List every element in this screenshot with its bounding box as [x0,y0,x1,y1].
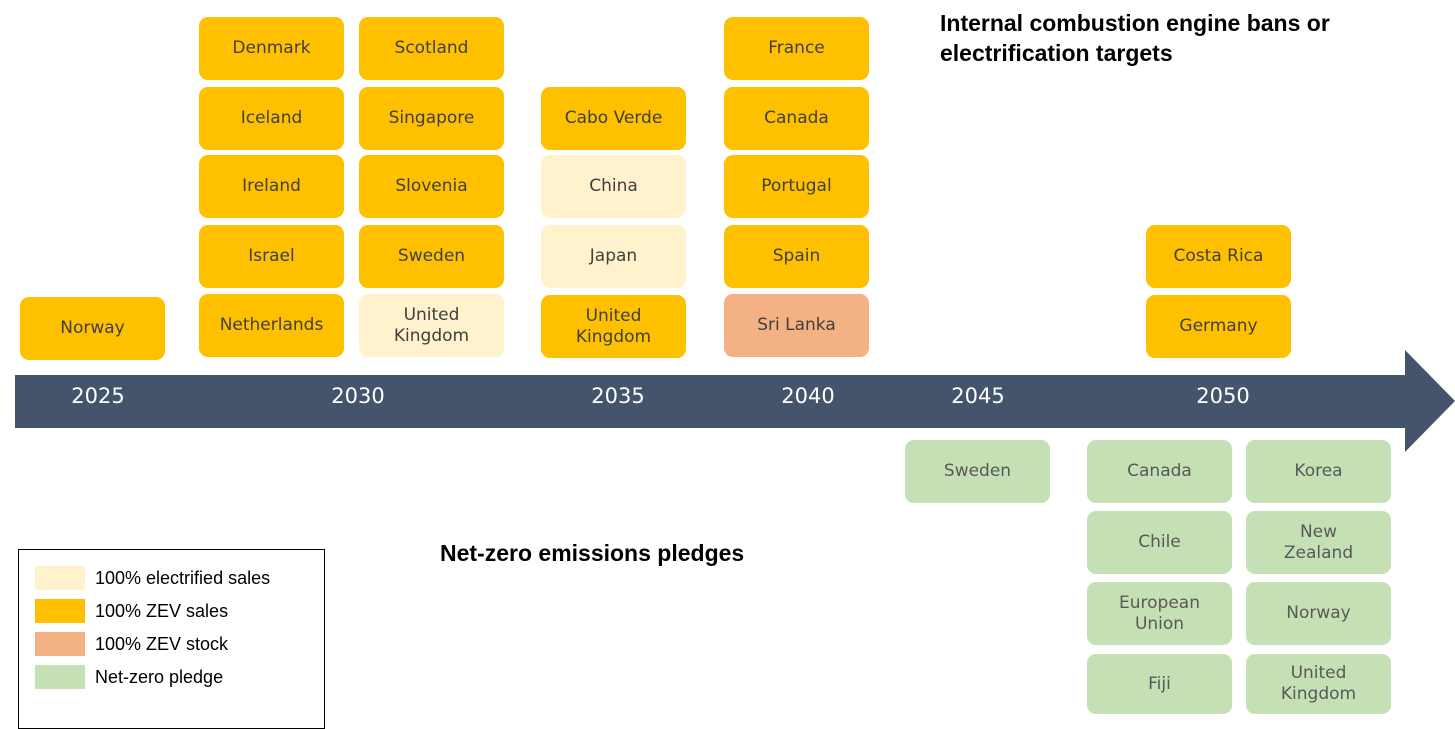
country-box: Fiji [1087,654,1232,714]
country-box: Slovenia [359,155,504,218]
country-box: Sweden [905,440,1050,503]
country-box: China [541,155,686,218]
country-box: Japan [541,225,686,288]
legend-swatch [35,665,85,689]
country-box: Cabo Verde [541,87,686,150]
legend-swatch [35,632,85,656]
country-box: Ireland [199,155,344,218]
page: Internal combustion engine bans or elect… [15,10,1455,729]
country-box: Chile [1087,511,1232,574]
country-box: Spain [724,225,869,288]
country-box: Germany [1146,295,1291,358]
country-box: Norway [20,297,165,360]
legend-label: Net-zero pledge [95,666,224,687]
country-box: Portugal [724,155,869,218]
country-box: Norway [1246,582,1391,645]
country-box: Singapore [359,87,504,150]
legend-item: 100% ZEV sales [35,599,228,623]
country-box: United Kingdom [1246,654,1391,714]
country-box: New Zealand [1246,511,1391,574]
country-box: Canada [724,87,869,150]
pledges-title: Net-zero emissions pledges [440,540,745,566]
country-box: France [724,17,869,80]
timeline-arrow [15,350,1455,452]
legend-swatch [35,566,85,590]
year-label: 2035 [591,384,645,408]
country-box: Israel [199,225,344,288]
country-box: United Kingdom [541,295,686,358]
country-box: European Union [1087,582,1232,645]
year-label: 2025 [71,384,125,408]
year-label: 2045 [951,384,1005,408]
legend-label: 100% ZEV stock [95,633,229,654]
legend-item: Net-zero pledge [35,665,223,689]
country-box: Sweden [359,225,504,288]
legend-label: 100% ZEV sales [95,600,229,621]
country-box: Canada [1087,440,1232,503]
legend: 100% electrified sales 100% ZEV sales 100%… [18,549,325,729]
country-box: Sri Lanka [724,294,869,357]
title: Internal combustion engine bans or elect… [940,10,1330,66]
legend-item: 100% ZEV stock [35,632,228,656]
country-box: Netherlands [199,294,344,357]
country-box: Scotland [359,17,504,80]
legend-label: 100% electrified sales [95,567,271,588]
country-box: Iceland [199,87,344,150]
country-box: Korea [1246,440,1391,503]
country-box: United Kingdom [359,294,504,357]
arrow [15,350,1455,452]
year-label: 2040 [781,384,835,408]
legend-swatch [35,599,85,623]
year-label: 2050 [1196,384,1250,408]
country-box: Denmark [199,17,344,80]
year-label: 2030 [331,384,385,408]
legend-item: 100% electrified sales [35,566,270,590]
country-box: Costa Rica [1146,225,1291,288]
